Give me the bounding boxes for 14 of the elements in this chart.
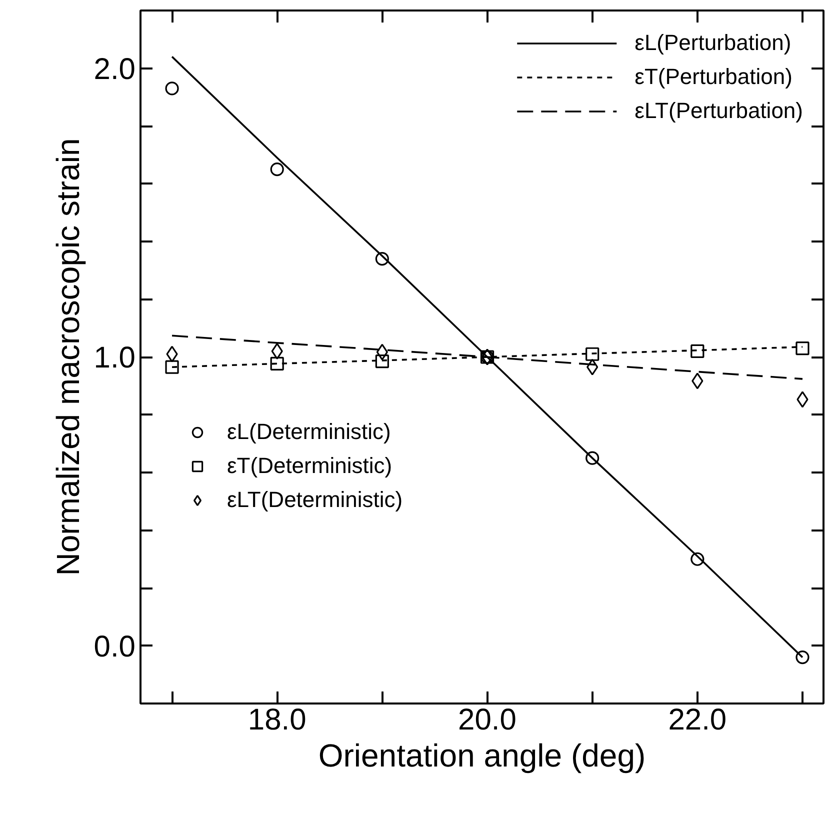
y-tick-label: 0.0 — [94, 630, 136, 664]
y-tick-label: 1.0 — [94, 342, 136, 374]
x-tick-label: 18.0 — [248, 704, 306, 736]
legend-label: εL(Deterministic) — [227, 419, 391, 445]
legend-label: εLT(Perturbation) — [634, 98, 803, 124]
x-tick-label: 20.0 — [458, 704, 516, 736]
legend-label: εLT(Deterministic) — [227, 487, 403, 513]
x-axis-title: Orientation angle (deg) — [318, 738, 646, 774]
legend-label: εT(Deterministic) — [227, 453, 392, 479]
y-axis-title: Normalized macroscopic strain — [50, 138, 86, 576]
legend-label: εL(Perturbation) — [634, 30, 792, 56]
legend-label: εT(Perturbation) — [634, 64, 792, 90]
y-tick-label: 2.0 — [94, 52, 136, 86]
x-tick-label: 22.0 — [668, 704, 727, 736]
